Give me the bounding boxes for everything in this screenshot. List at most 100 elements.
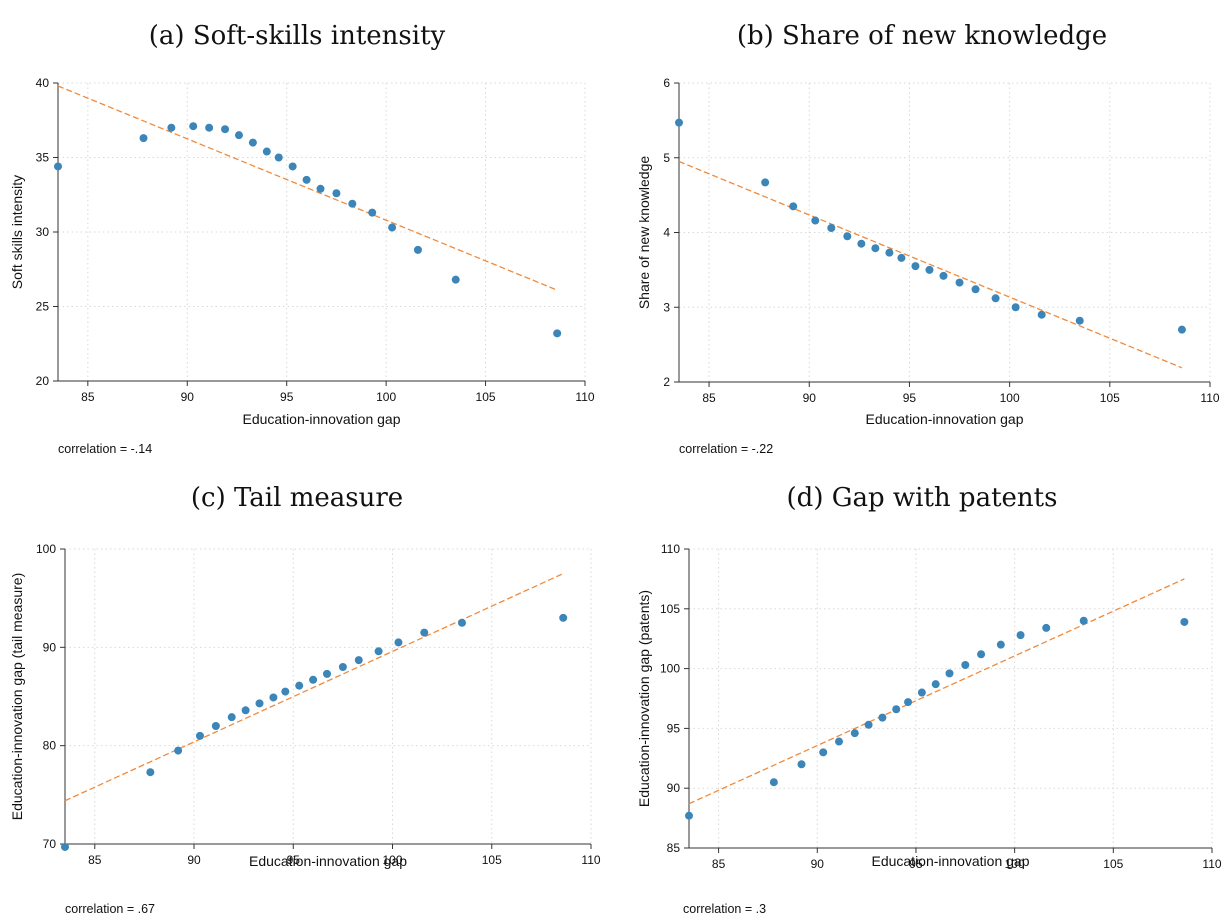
x-tick-label: 110	[1200, 391, 1219, 405]
scatter-point	[1016, 631, 1025, 640]
scatter-point	[1180, 617, 1189, 626]
scatter-point	[348, 199, 357, 208]
scatter-point	[885, 248, 894, 257]
scatter-point	[255, 699, 264, 708]
scatter-point	[971, 285, 980, 294]
scatter-point	[904, 698, 913, 707]
y-tick-label: 110	[661, 542, 680, 556]
y-tick-label: 80	[43, 739, 57, 753]
scatter-point	[309, 675, 318, 684]
scatter-point	[1042, 623, 1051, 632]
x-axis-label: Education-innovation gap	[242, 411, 400, 427]
fitted-line	[688, 578, 1185, 805]
y-tick-label: 30	[36, 225, 50, 239]
y-tick-label: 4	[663, 226, 670, 240]
scatter-point	[61, 842, 69, 851]
scatter-point	[146, 768, 155, 777]
scatter-point	[819, 748, 828, 757]
scatter-point	[413, 245, 422, 254]
scatter-point	[1011, 303, 1020, 312]
scatter-point	[457, 618, 466, 627]
scatter-point	[174, 746, 183, 755]
x-tick-label: 100	[376, 390, 396, 404]
scatter-point	[262, 147, 271, 156]
x-axis-label: Education-innovation gap	[249, 853, 407, 869]
y-tick-label: 6	[663, 76, 670, 90]
scatter-point	[189, 122, 198, 131]
x-tick-label: 100	[1000, 391, 1020, 405]
panel-title: (b) Share of new knowledge	[737, 21, 1107, 51]
x-tick-label: 95	[909, 857, 923, 871]
scatter-point	[797, 760, 806, 769]
scatter-point	[227, 713, 236, 722]
scatter-point	[1037, 310, 1046, 319]
scatter-point	[827, 224, 836, 233]
correlation-note: correlation = -.22	[679, 442, 773, 456]
scatter-point	[925, 265, 934, 274]
scatter-point	[917, 688, 926, 697]
scatter-point	[1075, 316, 1084, 325]
y-tick-label: 40	[36, 76, 50, 90]
scatter-point	[769, 778, 778, 787]
y-tick-label: 5	[663, 151, 670, 165]
scatter-point	[878, 713, 887, 722]
scatter-point	[864, 720, 873, 729]
scatter-point	[857, 239, 866, 248]
scatter-point	[281, 687, 290, 696]
y-tick-label: 35	[36, 151, 50, 165]
scatter-point	[811, 216, 820, 225]
scatter-point	[248, 138, 257, 147]
scatter-point	[221, 125, 230, 134]
x-tick-label: 85	[81, 390, 95, 404]
x-tick-label: 105	[482, 853, 502, 867]
x-tick-label: 110	[1202, 857, 1221, 871]
panel-4: (d) Gap with patents 85 90 95 100 105 110 85 90 9…	[636, 483, 1222, 916]
x-tick-label: 110	[581, 853, 600, 867]
scatter-point	[316, 184, 325, 193]
scatter-point	[234, 131, 243, 140]
scatter-point	[394, 638, 403, 647]
panel-2: (b) Share of new knowledge 85 90 95 100 105 11…	[636, 21, 1220, 456]
scatter-point	[553, 329, 562, 338]
scatter-point	[834, 737, 843, 746]
y-axis-label: Share of new knowledge	[636, 156, 652, 310]
scatter-point	[302, 175, 311, 184]
scatter-point	[388, 223, 397, 232]
correlation-note: correlation = .67	[65, 902, 155, 916]
fitted-line	[64, 572, 564, 802]
scatter-point	[675, 118, 683, 127]
y-tick-label: 90	[43, 640, 57, 654]
y-tick-label: 100	[660, 662, 680, 676]
scatter-point	[1079, 616, 1088, 625]
scatter-point	[961, 661, 970, 670]
scatter-point	[843, 232, 852, 241]
scatter-point	[945, 669, 954, 678]
x-axis-label: Education-innovation gap	[871, 853, 1029, 869]
scatter-point	[991, 294, 1000, 303]
panel-3: (c) Tail measure 85 90 95 100 105 110 70 80 90 100…	[9, 483, 601, 916]
scatter-point	[195, 731, 204, 740]
scatter-point	[931, 680, 940, 689]
x-tick-label: 100	[382, 853, 402, 867]
scatter-point	[897, 253, 906, 262]
y-tick-label: 70	[43, 837, 57, 851]
y-tick-label: 25	[36, 300, 50, 314]
scatter-point	[939, 271, 948, 280]
x-tick-label: 90	[187, 853, 201, 867]
scatter-point	[368, 208, 377, 217]
scatter-point	[139, 134, 148, 143]
y-tick-label: 95	[667, 721, 681, 735]
y-tick-label: 20	[36, 374, 50, 388]
y-axis-label: Education-innovation gap (patents)	[636, 590, 652, 807]
x-tick-label: 105	[1103, 857, 1123, 871]
scatter-point	[955, 278, 964, 287]
y-tick-label: 85	[667, 841, 681, 855]
scatter-point	[1177, 325, 1186, 334]
panel-1: (a) Soft-skills intensity 85 90 95 100 105 110…	[9, 21, 595, 456]
scatter-point	[54, 162, 62, 171]
scatter-point	[850, 729, 859, 738]
panel-title: (a) Soft-skills intensity	[149, 21, 446, 51]
scatter-point	[323, 669, 332, 678]
y-tick-label: 100	[36, 542, 56, 556]
